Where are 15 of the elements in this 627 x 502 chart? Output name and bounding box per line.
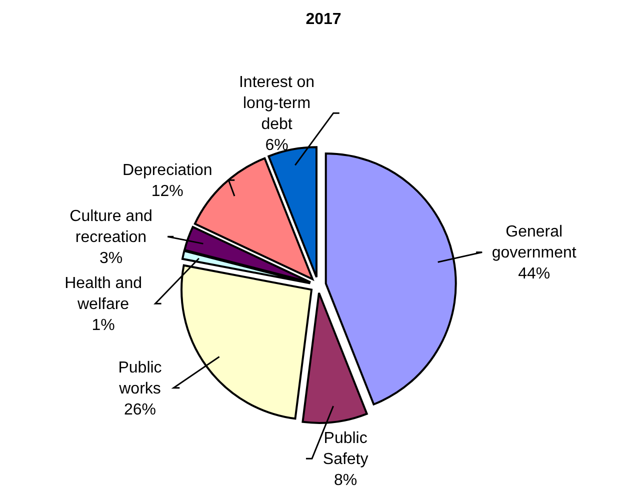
slice-label: General government (492, 224, 577, 262)
data-label: 8% (334, 472, 358, 490)
slice-label: Public Safety (322, 430, 368, 468)
data-label: 3% (99, 250, 123, 268)
chart-title: 2017 (306, 11, 342, 28)
slice-label: Interest on long-term debt (238, 74, 315, 134)
slice-label: Depreciation (122, 162, 212, 180)
data-label: 1% (92, 317, 115, 334)
slice-label: Public works (118, 359, 162, 398)
data-label: 6% (265, 137, 288, 154)
slice-label: Culture and recreation (70, 208, 152, 246)
data-label: 44% (518, 266, 550, 283)
data-label: 26% (124, 401, 156, 418)
data-label: 12% (151, 183, 184, 200)
slice-label: Health and welfare (64, 275, 142, 314)
